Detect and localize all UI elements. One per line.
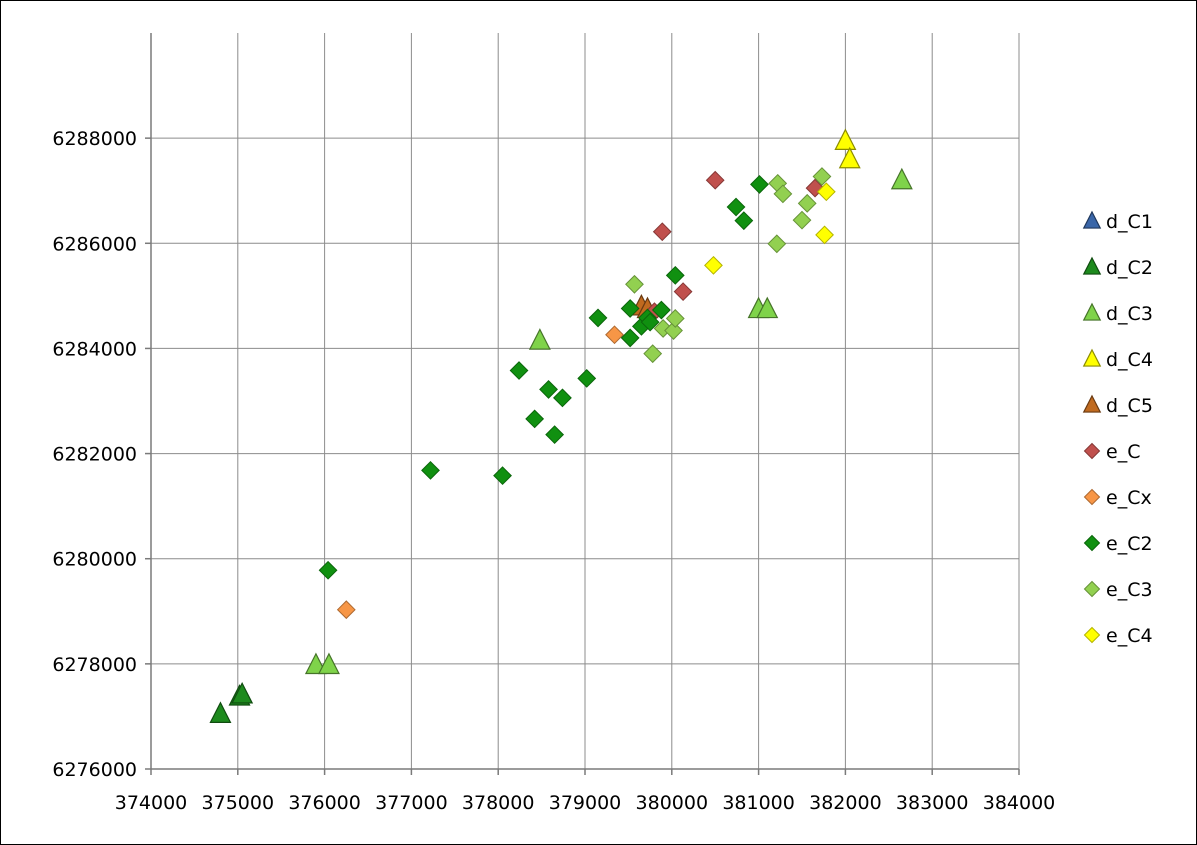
legend-label: e_C2	[1106, 533, 1153, 555]
y-tick-label: 6280000	[52, 549, 137, 571]
x-tick-labels: 374000 375000 376000 377000 378000 379000 3800…	[115, 792, 1056, 814]
data-point-e_C2	[525, 409, 545, 429]
data-point-e_C2	[651, 300, 671, 320]
data-point-e_C2	[750, 174, 769, 194]
legend-item-d_C3: d_C3	[1082, 302, 1153, 325]
data-point-e_C	[652, 222, 672, 242]
x-tick-label: 376000	[288, 792, 361, 814]
data-point-d_C4	[838, 146, 861, 169]
legend-label: e_C4	[1106, 625, 1153, 647]
legend-item-d_C5: d_C5	[1082, 394, 1153, 417]
data-point-e_C2	[734, 211, 754, 231]
data-point-d_C3	[528, 328, 551, 350]
y-tick-labels: 6276000 6278000 6280000 6282000 6284000 62860…	[52, 128, 137, 781]
y-tick-label: 6276000	[52, 759, 137, 781]
data-point-e_C4	[816, 182, 836, 202]
legend-label: d_C5	[1106, 395, 1153, 417]
data-point-e_C2	[493, 466, 512, 486]
legend-item-d_C4: d_C4	[1082, 348, 1153, 371]
legend-marker-e_Cx	[1083, 488, 1101, 506]
data-point-e_C3	[625, 274, 644, 294]
data-point-e_C2	[665, 265, 685, 285]
axes	[145, 33, 1020, 775]
data-point-e_C3	[643, 344, 663, 364]
y-tick-label: 6278000	[52, 654, 137, 676]
legend-item-e_C4: e_C4	[1083, 625, 1153, 647]
legend-marker-e_C2	[1083, 534, 1101, 552]
data-point-e_C4	[704, 255, 723, 275]
data-point-e_C2	[421, 460, 440, 480]
data-point-e_Cx	[605, 325, 624, 345]
x-tick-label: 383000	[896, 792, 969, 814]
legend-label: e_Cx	[1106, 487, 1152, 509]
data-point-e_C2	[577, 368, 597, 388]
data-point-d_C2	[231, 681, 254, 704]
data-point-e_C3	[792, 210, 812, 230]
x-tick-label: 378000	[462, 792, 535, 814]
legend-marker-d_C1	[1082, 210, 1102, 229]
data-point-d_C3	[317, 652, 340, 675]
legend-marker-d_C2	[1082, 256, 1102, 275]
data-point-e_C	[673, 282, 693, 302]
y-tick-label: 6288000	[52, 128, 137, 150]
data-point-e_C3	[767, 234, 787, 254]
data-point-e_C2	[539, 380, 558, 399]
data-point-e_C2	[509, 361, 529, 380]
data-point-e_C2	[726, 197, 746, 217]
data-points	[209, 128, 913, 723]
x-tick-label: 375000	[202, 792, 275, 814]
x-tick-label: 381000	[722, 792, 795, 814]
x-tick-label: 377000	[375, 792, 448, 814]
x-tick-label: 374000	[115, 792, 188, 814]
data-point-e_C2	[640, 312, 660, 332]
y-tick-label: 6286000	[52, 233, 137, 255]
data-point-d_C4	[834, 128, 857, 150]
data-point-e_C2	[588, 308, 608, 328]
data-point-e_C2	[620, 299, 640, 318]
data-point-d_C3	[756, 296, 779, 319]
data-point-d_C3	[890, 167, 913, 190]
legend-label: e_C3	[1106, 579, 1153, 601]
x-tick-label: 384000	[983, 792, 1056, 814]
legend-label: d_C2	[1106, 257, 1153, 279]
data-point-e_C2	[545, 425, 565, 445]
legend-label: e_C	[1106, 441, 1140, 463]
legend-item-d_C2: d_C2	[1082, 256, 1153, 279]
legend-label: d_C3	[1106, 303, 1153, 325]
y-tick-label: 6284000	[52, 338, 137, 360]
legend-label: d_C1	[1106, 211, 1153, 233]
data-point-e_C3	[665, 309, 685, 328]
data-point-e_C4	[815, 225, 834, 245]
legend-marker-d_C3	[1082, 302, 1102, 321]
legend-item-d_C1: d_C1	[1082, 210, 1153, 233]
legend-marker-e_C	[1083, 442, 1101, 460]
data-point-e_C2	[620, 328, 640, 348]
data-point-e_C	[705, 170, 725, 190]
legend-item-e_C2: e_C2	[1083, 533, 1153, 555]
data-point-e_C3	[664, 321, 683, 340]
data-point-d_C2	[209, 701, 232, 723]
legend-label: d_C4	[1106, 349, 1153, 371]
x-tick-label: 380000	[636, 792, 709, 814]
x-tick-label: 379000	[549, 792, 622, 814]
y-tick-label: 6282000	[52, 444, 137, 466]
legend-marker-e_C4	[1083, 626, 1101, 644]
data-point-e_C2	[318, 560, 338, 580]
data-point-e_C3	[797, 193, 817, 213]
data-point-e_Cx	[336, 600, 356, 620]
data-point-e_C2	[553, 388, 572, 408]
legend-marker-d_C5	[1082, 394, 1102, 413]
legend-item-e_C3: e_C3	[1083, 579, 1153, 601]
grid-lines	[151, 33, 1020, 769]
legend-marker-d_C4	[1082, 348, 1102, 367]
legend-item-e_Cx: e_Cx	[1083, 487, 1152, 509]
data-point-e_C3	[773, 184, 793, 204]
data-point-e_C3	[812, 167, 832, 186]
x-tick-label: 382000	[809, 792, 882, 814]
legend: d_C1 d_C2 d_C3 d_C4 d_C5 e_C e_Cx e_C2 e_C3 e_C4	[1082, 210, 1153, 647]
legend-item-e_C: e_C	[1083, 441, 1140, 463]
legend-marker-e_C3	[1083, 580, 1101, 598]
